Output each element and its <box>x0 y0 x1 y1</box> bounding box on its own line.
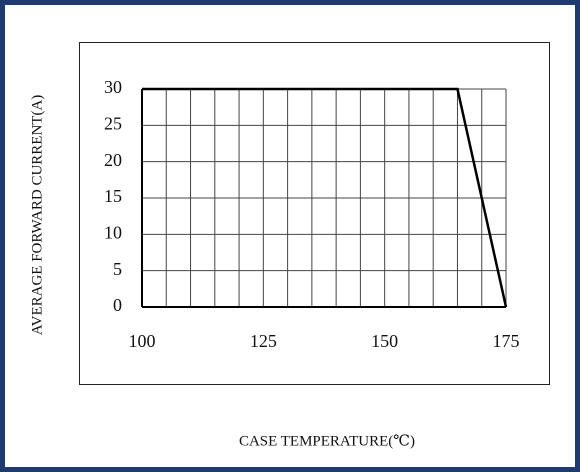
y-tick-label: 25 <box>104 113 122 133</box>
x-tick-label: 175 <box>493 331 520 351</box>
derating-line <box>142 87 508 308</box>
y-tick-label: 15 <box>104 186 122 206</box>
y-tick-label: 30 <box>104 77 122 97</box>
inner-frame <box>79 42 550 385</box>
y-tick-label: 0 <box>113 295 122 315</box>
x-tick-label: 125 <box>250 331 277 351</box>
y-tick-label: 5 <box>113 259 122 279</box>
x-tick-label: 150 <box>371 331 398 351</box>
y-tick-label: 20 <box>104 150 122 170</box>
y-axis-label: AVERAGE FORWARD CURRENT(A) <box>29 95 45 336</box>
y-tick-label: 10 <box>104 222 122 242</box>
x-axis-label: CASE TEMPERATURE(℃) <box>239 433 415 449</box>
x-tick-label: 100 <box>129 331 156 351</box>
